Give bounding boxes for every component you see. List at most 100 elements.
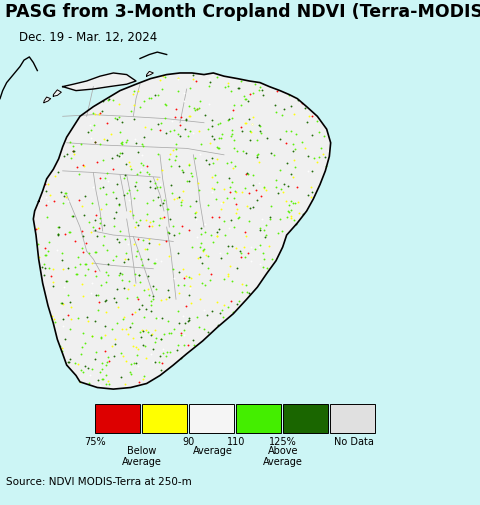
Text: No Data: No Data <box>334 437 373 446</box>
Point <box>131 115 138 123</box>
Point <box>220 300 228 309</box>
Point <box>170 195 178 204</box>
Point <box>136 278 144 286</box>
Point <box>243 169 251 177</box>
Point <box>84 128 92 136</box>
Point <box>291 199 299 207</box>
Point <box>193 313 201 321</box>
Point <box>273 87 281 95</box>
Point <box>147 301 155 310</box>
Point <box>168 117 176 125</box>
Point <box>230 136 238 144</box>
Point <box>94 307 102 315</box>
Point <box>190 71 197 79</box>
Point <box>41 180 49 188</box>
Point <box>179 166 186 174</box>
Point <box>104 260 112 268</box>
Point <box>147 307 155 315</box>
Point <box>162 100 169 108</box>
Point <box>174 130 181 138</box>
Point <box>80 232 87 240</box>
Point <box>226 262 234 270</box>
Point <box>115 238 123 246</box>
Point <box>231 187 239 195</box>
Point <box>165 329 172 337</box>
Point <box>126 323 134 331</box>
Point <box>138 151 146 159</box>
Point <box>113 252 120 261</box>
Point <box>225 270 232 278</box>
Point <box>122 138 130 146</box>
Point <box>142 326 149 334</box>
Point <box>232 199 240 208</box>
Point <box>292 220 300 228</box>
Point <box>111 115 119 123</box>
Point <box>206 276 214 284</box>
Point <box>255 179 263 187</box>
Point <box>145 94 153 103</box>
Point <box>276 215 284 223</box>
Point <box>215 225 223 233</box>
Point <box>283 213 291 221</box>
Point <box>96 174 103 182</box>
Point <box>96 214 104 222</box>
Point <box>92 347 99 356</box>
Point <box>94 291 101 299</box>
Point <box>178 113 185 121</box>
Point <box>162 114 169 122</box>
Point <box>112 193 120 201</box>
Point <box>191 213 199 221</box>
Point <box>113 235 121 243</box>
Point <box>175 289 182 297</box>
Point <box>109 257 117 265</box>
Point <box>138 159 145 167</box>
Point <box>278 227 286 235</box>
Point <box>41 251 49 260</box>
Point <box>301 105 309 113</box>
Point <box>118 140 125 148</box>
Point <box>309 112 316 120</box>
Point <box>223 194 231 203</box>
Point <box>35 240 42 248</box>
Point <box>264 134 271 142</box>
Point <box>208 131 216 139</box>
Point <box>271 102 278 110</box>
Point <box>97 281 105 289</box>
Point <box>70 212 77 220</box>
Point <box>176 132 184 140</box>
Point <box>248 243 255 251</box>
Point <box>167 162 175 170</box>
Point <box>309 131 316 139</box>
Point <box>192 208 200 216</box>
Text: 110: 110 <box>227 437 245 446</box>
Point <box>92 211 100 219</box>
Point <box>99 240 107 248</box>
Point <box>256 260 264 268</box>
Text: 75%: 75% <box>84 437 106 446</box>
Point <box>215 144 223 153</box>
Point <box>59 198 67 207</box>
Point <box>70 149 78 158</box>
Point <box>117 348 124 357</box>
Point <box>282 127 290 135</box>
Point <box>62 193 70 201</box>
Point <box>143 245 151 253</box>
Point <box>115 271 122 279</box>
Point <box>133 186 141 194</box>
Point <box>153 256 160 264</box>
Point <box>155 120 162 128</box>
Point <box>78 201 86 210</box>
Point <box>213 232 221 240</box>
Point <box>178 331 185 339</box>
Point <box>259 91 266 99</box>
Point <box>49 266 57 274</box>
Point <box>290 110 298 118</box>
Point <box>96 109 104 117</box>
Point <box>80 162 88 170</box>
Point <box>88 332 96 340</box>
Point <box>126 208 133 216</box>
Point <box>102 296 110 304</box>
Point <box>140 133 148 141</box>
Point <box>132 218 140 226</box>
Point <box>192 154 199 162</box>
